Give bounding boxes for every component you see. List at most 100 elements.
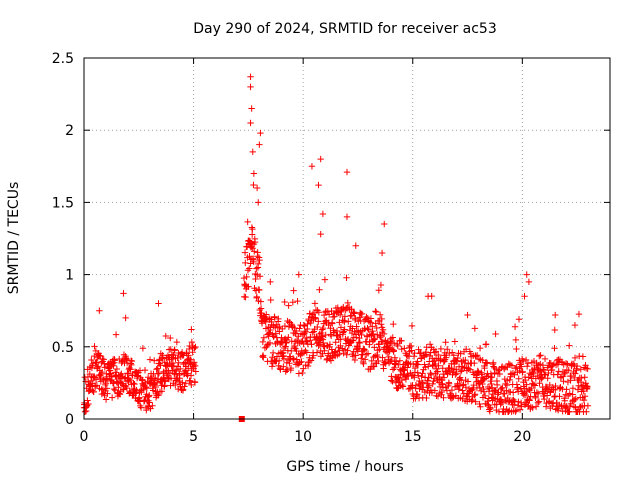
data-point bbox=[248, 105, 255, 112]
data-point bbox=[405, 385, 413, 393]
data-point bbox=[419, 370, 426, 377]
data-point bbox=[174, 354, 181, 362]
data-point bbox=[326, 341, 334, 348]
data-point bbox=[263, 311, 270, 318]
data-point bbox=[417, 382, 424, 390]
data-point bbox=[267, 296, 274, 304]
data-point bbox=[462, 346, 470, 353]
data-point bbox=[424, 384, 432, 391]
data-point bbox=[132, 389, 140, 397]
data-point bbox=[522, 391, 530, 399]
data-point bbox=[268, 363, 276, 370]
data-point bbox=[398, 337, 405, 344]
data-point bbox=[404, 364, 411, 371]
data-point bbox=[247, 73, 254, 80]
data-point bbox=[280, 363, 287, 370]
data-point bbox=[352, 315, 359, 322]
data-point bbox=[562, 360, 570, 367]
data-point bbox=[529, 404, 536, 411]
data-point bbox=[188, 338, 196, 346]
data-point bbox=[575, 382, 582, 389]
data-point bbox=[523, 271, 530, 278]
data-point bbox=[116, 391, 124, 398]
data-point bbox=[273, 321, 280, 328]
data-point bbox=[381, 357, 389, 365]
data-point bbox=[515, 316, 523, 323]
data-point bbox=[380, 330, 388, 338]
data-point bbox=[375, 357, 382, 365]
data-point bbox=[123, 384, 131, 392]
data-point bbox=[116, 355, 123, 363]
data-point bbox=[102, 381, 109, 389]
data-point bbox=[376, 311, 384, 318]
data-point bbox=[541, 395, 548, 403]
data-point bbox=[566, 342, 573, 349]
plot-frame bbox=[83, 57, 611, 420]
data-point bbox=[276, 365, 284, 372]
data-point bbox=[321, 276, 329, 283]
data-point bbox=[370, 336, 378, 343]
data-point bbox=[498, 385, 505, 393]
data-point bbox=[286, 360, 293, 367]
data-point bbox=[554, 371, 561, 378]
data-point bbox=[577, 403, 584, 411]
data-point bbox=[427, 371, 435, 378]
data-point bbox=[243, 273, 250, 281]
data-point bbox=[182, 380, 189, 387]
data-point bbox=[472, 398, 479, 405]
data-point bbox=[247, 119, 254, 127]
data-point bbox=[555, 368, 562, 375]
data-point bbox=[248, 224, 256, 231]
data-point bbox=[388, 373, 395, 380]
data-point bbox=[171, 371, 179, 378]
data-point bbox=[532, 394, 539, 402]
data-point bbox=[355, 339, 363, 346]
data-point bbox=[573, 362, 581, 370]
data-point bbox=[188, 326, 195, 333]
data-point bbox=[299, 369, 306, 377]
data-point bbox=[343, 274, 350, 281]
data-point bbox=[248, 231, 256, 238]
data-point bbox=[521, 293, 528, 300]
data-point bbox=[556, 393, 563, 400]
y-tick-label: 0.5 bbox=[52, 340, 74, 356]
data-point bbox=[296, 325, 303, 332]
data-point bbox=[572, 395, 580, 402]
data-point bbox=[522, 356, 530, 364]
data-point bbox=[526, 397, 533, 404]
data-point bbox=[254, 249, 261, 256]
data-point bbox=[164, 374, 172, 381]
data-point bbox=[244, 218, 251, 226]
data-point bbox=[85, 400, 92, 408]
data-point bbox=[272, 330, 279, 337]
data-point bbox=[495, 367, 502, 374]
data-point bbox=[150, 380, 158, 387]
data-point bbox=[392, 358, 400, 365]
data-point bbox=[293, 356, 300, 363]
data-point bbox=[136, 394, 143, 401]
data-point bbox=[349, 337, 356, 344]
data-point bbox=[178, 349, 186, 356]
data-point bbox=[251, 238, 259, 246]
data-point bbox=[358, 310, 366, 318]
data-point bbox=[582, 361, 589, 369]
data-point bbox=[495, 389, 502, 396]
data-point bbox=[471, 392, 478, 399]
data-point bbox=[432, 348, 440, 355]
data-point bbox=[431, 349, 438, 356]
x-tick-label: 10 bbox=[294, 429, 312, 445]
data-point bbox=[289, 299, 297, 306]
data-point bbox=[370, 330, 377, 338]
data-point bbox=[108, 394, 116, 401]
data-point bbox=[285, 302, 292, 309]
data-point bbox=[336, 311, 344, 319]
data-point bbox=[341, 313, 349, 320]
data-point bbox=[511, 323, 519, 330]
data-point bbox=[434, 368, 441, 375]
data-point bbox=[254, 260, 262, 268]
data-point bbox=[418, 373, 425, 380]
data-point bbox=[90, 388, 97, 396]
data-point bbox=[390, 347, 398, 354]
data-point bbox=[344, 347, 351, 354]
data-point bbox=[457, 350, 464, 357]
